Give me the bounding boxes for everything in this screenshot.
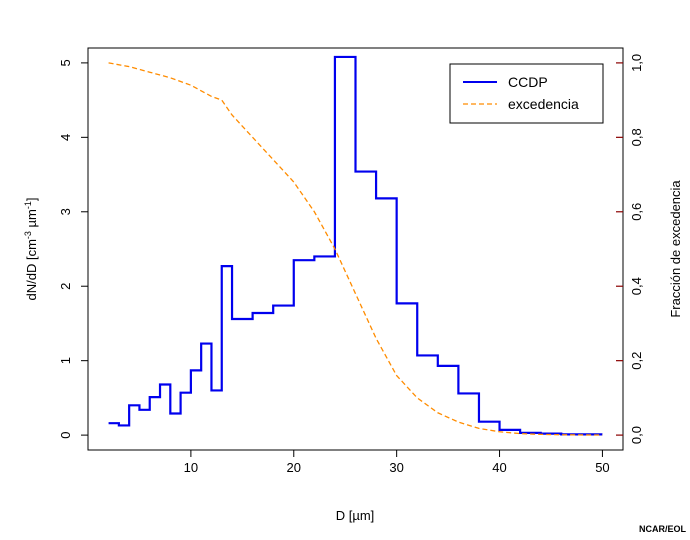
legend-box — [449, 63, 604, 124]
y-left-tick-label: 5 — [58, 59, 73, 66]
y-left-tick-label: 0 — [58, 431, 73, 438]
x-tick-label: 50 — [595, 460, 609, 475]
series-line-ccdp — [108, 55, 603, 436]
y-right-tick-label: 0,4 — [629, 277, 644, 295]
y-axis-left: 0 1 2 3 4 5 — [58, 59, 88, 439]
y-left-tick-label: 4 — [58, 134, 73, 141]
y-left-tick-label: 2 — [58, 283, 73, 290]
legend-label-ccdp: CCDP — [508, 74, 548, 90]
y-axis-right: 0,0 0,2 0,4 0,6 0,8 1,0 — [616, 54, 644, 444]
y-left-label-sup1: -3 — [23, 231, 33, 239]
y-axis-left-label: dN/dD [cm-3 µm-1] — [23, 198, 39, 301]
plot-frame — [87, 47, 624, 451]
series-line-excedencia — [108, 62, 603, 436]
y-right-tick-label: 1,0 — [629, 54, 644, 72]
legend: CCDP excedencia — [449, 63, 604, 124]
y-right-tick-label: 0,6 — [629, 203, 644, 221]
x-tick-label: 40 — [492, 460, 506, 475]
legend-label-excedencia: excedencia — [508, 96, 579, 112]
credit-label: NCAR/EOL — [639, 524, 687, 534]
y-left-tick-label: 1 — [58, 357, 73, 364]
x-tick-label: 20 — [287, 460, 301, 475]
y-right-tick-label: 0,2 — [629, 352, 644, 370]
x-tick-label: 10 — [184, 460, 198, 475]
y-axis-right-label: Fracción de excedencia — [668, 180, 683, 318]
y-left-label-part2: µm — [24, 209, 39, 231]
x-tick-label: 30 — [389, 460, 403, 475]
y-right-tick-label: 0,8 — [629, 128, 644, 146]
y-right-tick-label: 0,0 — [629, 426, 644, 444]
y-left-label-part1: dN/dD [cm — [24, 239, 39, 300]
series-layer — [108, 55, 603, 436]
x-axis-label: D [µm] — [336, 508, 375, 523]
y-left-label-sup2: -1 — [23, 201, 33, 209]
y-left-label-part3: ] — [24, 198, 39, 202]
y-left-tick-label: 3 — [58, 208, 73, 215]
x-axis: 10 20 30 40 50 — [184, 450, 610, 475]
